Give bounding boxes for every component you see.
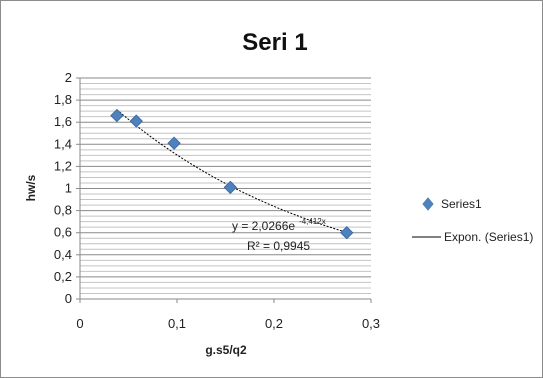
data-point xyxy=(167,136,181,150)
data-point xyxy=(223,180,238,195)
data-points xyxy=(110,108,354,240)
y-axis-title: hw/s xyxy=(24,174,38,201)
y-tick-label: 1,6 xyxy=(54,114,72,129)
legend: Series1 Expon. (Series1) xyxy=(412,197,533,244)
legend-label-trendline: Expon. (Series1) xyxy=(444,230,533,244)
chart-title: Seri 1 xyxy=(242,29,307,56)
equation-text: y = 2,0266e xyxy=(232,219,295,233)
y-axis-tick-labels: 0 0,2 0,4 0,6 0,8 1 1,2 1,4 1,6 1,8 2 xyxy=(54,70,72,306)
y-tick-label: 1 xyxy=(65,181,72,196)
equation-exponent: -4,412x xyxy=(299,217,326,226)
data-point xyxy=(110,108,124,123)
y-tick-label: 1,4 xyxy=(54,136,72,151)
legend-label-series1: Series1 xyxy=(441,197,482,211)
y-tick-label: 1,8 xyxy=(54,92,72,107)
trendline-curve xyxy=(116,109,347,233)
trendline xyxy=(116,109,347,233)
x-tick-label: 0,2 xyxy=(265,316,283,331)
y-tick-label: 0,6 xyxy=(54,225,72,240)
data-point xyxy=(340,225,354,240)
y-tick-label: 0,4 xyxy=(54,247,72,262)
trendline-equation: y = 2,0266e -4,412x R² = 0,9945 xyxy=(232,217,326,253)
gridlines xyxy=(80,77,371,294)
r-squared-text: R² = 0,9945 xyxy=(247,239,310,253)
data-point xyxy=(129,114,143,128)
svg-text:y = 2,0266e -4,412x: y = 2,0266e -4,412x xyxy=(232,217,326,234)
x-tick-label: 0 xyxy=(76,316,83,331)
x-tick-label: 0,3 xyxy=(362,316,380,331)
x-tick-label: 0,1 xyxy=(168,316,186,331)
y-tick-label: 1,2 xyxy=(54,158,72,173)
legend-marker-series1 xyxy=(422,197,434,211)
x-axis-title: g.s5/q2 xyxy=(205,343,247,357)
x-axis-tick-labels: 0 0,1 0,2 0,3 xyxy=(76,316,380,331)
axes xyxy=(76,77,372,303)
y-tick-label: 2 xyxy=(65,70,72,85)
y-tick-label: 0 xyxy=(65,291,72,306)
y-tick-label: 0,2 xyxy=(54,269,72,284)
y-tick-label: 0,8 xyxy=(54,203,72,218)
